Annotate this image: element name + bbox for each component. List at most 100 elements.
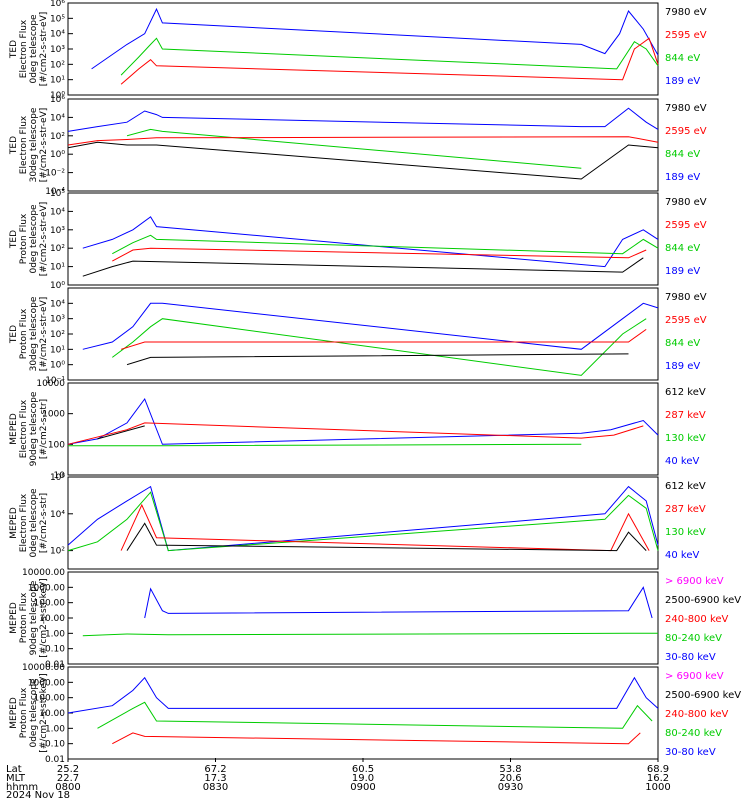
legend-entry: 2500-6900 keV bbox=[665, 690, 741, 701]
series-blue bbox=[82, 302, 659, 350]
y-axis-label-line: TED bbox=[9, 40, 19, 59]
series-red bbox=[112, 247, 647, 262]
y-axis-label: TED Electron Flux 30deg telescope [#/cm2-s-… bbox=[9, 107, 49, 182]
y-axis-label-line: Proton Flux bbox=[19, 308, 29, 359]
series-blue bbox=[67, 107, 659, 132]
y-tick-label: 100 bbox=[48, 440, 65, 450]
y-axis-label-line: Electron Flux bbox=[19, 19, 29, 78]
y-axis-label-line: Electron Flux bbox=[19, 115, 29, 174]
y-tick-label: 10³ bbox=[50, 45, 65, 55]
y-tick-label: 0.10 bbox=[45, 645, 65, 655]
y-tick-label: 10⁰ bbox=[50, 150, 65, 160]
legend-entry: 30-80 keV bbox=[665, 652, 716, 663]
y-tick-label: 10⁻⁴ bbox=[45, 187, 65, 197]
y-axis-label-line: 0deg telescope bbox=[29, 204, 39, 274]
y-tick-label: 10³ bbox=[50, 315, 65, 325]
footer-row-label: MLT bbox=[6, 773, 26, 784]
legend-entry: 7980 eV bbox=[665, 7, 707, 18]
y-axis-label-line: 90deg telescope bbox=[29, 580, 39, 655]
y-axis-label-line: [#/cm2-s-str] bbox=[39, 399, 49, 459]
y-axis-label-line: MEPED bbox=[9, 602, 19, 634]
legend-entry: 287 keV bbox=[665, 504, 706, 515]
y-axis-label-line: Electron Flux bbox=[19, 493, 29, 552]
legend-entry: 130 keV bbox=[665, 433, 706, 444]
legend-entry: 240-800 keV bbox=[665, 709, 729, 720]
y-tick-label: 1000.00 bbox=[28, 678, 65, 688]
legend-entry: 40 keV bbox=[665, 550, 699, 561]
y-tick-label: 10⁰ bbox=[50, 91, 65, 101]
y-tick-label: 1.00 bbox=[45, 629, 65, 639]
y-tick-label: 0.01 bbox=[45, 755, 65, 765]
legend-entry: 189 eV bbox=[665, 266, 700, 277]
y-tick-label: 10³ bbox=[50, 226, 65, 236]
legend-entry: 40 keV bbox=[665, 456, 699, 467]
y-tick-label: 10000.00 bbox=[22, 568, 65, 578]
y-tick-label: 10.00 bbox=[39, 614, 65, 624]
footer-row-label: hhmm bbox=[6, 782, 38, 793]
y-tick-label: 10⁶ bbox=[50, 473, 65, 483]
y-tick-label: 10⁴ bbox=[50, 510, 65, 520]
y-axis-label-line: [#/cm2-s-str-keV] bbox=[39, 673, 49, 752]
legend-entry: 612 keV bbox=[665, 387, 706, 398]
y-axis-label-line: [#/cm2-s-str-eV] bbox=[39, 108, 49, 183]
legend-entry: 844 eV bbox=[665, 53, 700, 64]
series-blue bbox=[91, 7, 659, 70]
y-tick-label: 100.00 bbox=[34, 599, 66, 609]
y-tick-label: 10¹ bbox=[50, 76, 65, 86]
y-tick-label: 10² bbox=[50, 330, 65, 340]
y-axis-label-line: [#/cm2-s-str-eV] bbox=[39, 12, 49, 87]
y-axis-label-line: Proton Flux bbox=[19, 213, 29, 264]
y-tick-label: 10⁰ bbox=[50, 361, 65, 371]
y-axis-label-line: [#/cm2-s-str-eV] bbox=[39, 202, 49, 277]
y-axis-label: MEPED Proton Flux 0deg telescope [#/cm2-s-s… bbox=[9, 673, 49, 752]
legend-entry: 2500-6900 keV bbox=[665, 595, 741, 606]
series-green bbox=[82, 632, 658, 637]
series-green bbox=[120, 37, 659, 76]
series-blue bbox=[82, 216, 659, 268]
y-axis-label-line: TED bbox=[9, 136, 19, 155]
legend-entry: 844 eV bbox=[665, 149, 700, 160]
y-axis-label: TED Proton Flux 30deg telescope [#/cm2-s-st… bbox=[9, 296, 49, 371]
y-tick-label: 100.00 bbox=[34, 694, 66, 704]
y-tick-label: 1000 bbox=[42, 410, 65, 420]
y-axis-label-line: 90deg telescope bbox=[29, 391, 39, 466]
legend-entry: 189 eV bbox=[665, 172, 700, 183]
footer-date: 2024 Nov 18 bbox=[6, 790, 70, 800]
y-axis-label-line: 30deg telescope bbox=[29, 296, 39, 371]
y-axis-label-line: [#/cm2-s-str-keV] bbox=[39, 578, 49, 657]
panel-frame bbox=[67, 2, 659, 96]
footer-hhmm-value: 0900 bbox=[350, 782, 375, 793]
footer-lat-value: 60.5 bbox=[352, 764, 374, 775]
y-axis-label-line: 30deg telescope bbox=[29, 107, 39, 182]
y-axis-label-line: TED bbox=[9, 325, 19, 344]
series-red bbox=[112, 732, 641, 745]
panel-frame bbox=[67, 382, 659, 476]
y-axis-label: TED Electron Flux 0deg telescope [#/cm2-s-s… bbox=[9, 12, 49, 87]
footer-lat-value: 53.8 bbox=[499, 764, 521, 775]
legend-entry: 30-80 keV bbox=[665, 747, 716, 758]
footer-hhmm-value: 0930 bbox=[498, 782, 523, 793]
panel-frame bbox=[67, 666, 659, 760]
footer-lat-value: 68.9 bbox=[647, 764, 669, 775]
series-green bbox=[112, 318, 647, 376]
panel-meped-p-0deg: 0.010.101.0010.00100.001000.0010000.00ME… bbox=[9, 663, 741, 765]
y-tick-label: 1000.00 bbox=[28, 583, 65, 593]
panel-frame bbox=[67, 287, 659, 381]
y-tick-label: 10¹ bbox=[50, 345, 65, 355]
y-tick-label: 10⁰ bbox=[50, 281, 65, 291]
legend-entry: > 6900 keV bbox=[665, 671, 724, 682]
y-tick-label: 10⁴ bbox=[50, 113, 65, 123]
footer-hhmm-value: 0800 bbox=[55, 782, 80, 793]
y-tick-label: 0.01 bbox=[45, 660, 65, 670]
y-tick-label: 10000.00 bbox=[22, 663, 65, 673]
legend-entry: 240-800 keV bbox=[665, 614, 729, 625]
series-blue bbox=[67, 485, 659, 552]
legend-entry: 7980 eV bbox=[665, 197, 707, 208]
series-black bbox=[82, 257, 644, 277]
series-red bbox=[67, 136, 659, 146]
y-axis-label: MEPED Electron Flux 0deg telescope [#/cm2-s… bbox=[9, 488, 49, 558]
